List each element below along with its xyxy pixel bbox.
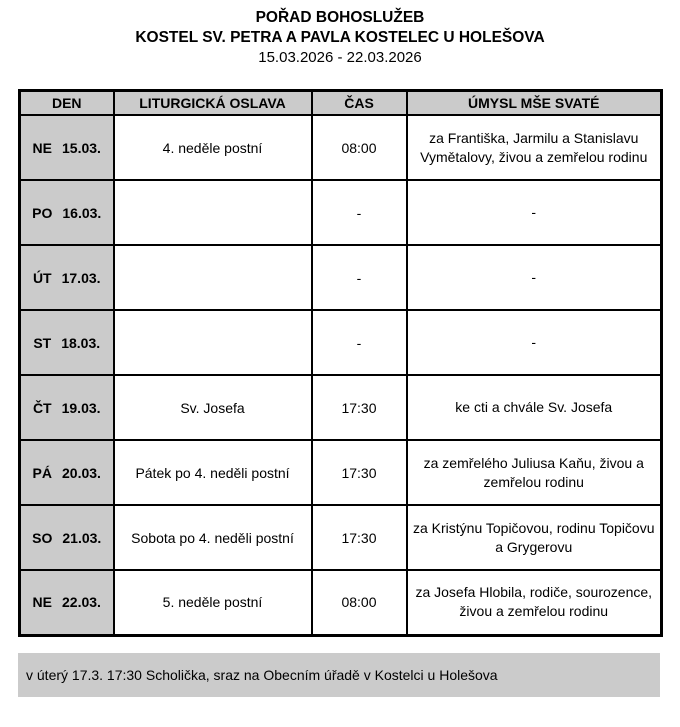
time-cell: 08:00 [310,569,408,636]
intention-cell: - [405,309,663,376]
day-abbreviation: PO [32,204,53,221]
intention-cell: za Františka, Jarmilu a Stanislavu Vymět… [405,114,663,181]
day-date: 17.03. [61,269,101,286]
header-den: DEN [18,89,115,116]
celebration-cell: Sv. Josefa [112,374,313,441]
day-cell: NE 22.03. [18,569,115,636]
table-row: NE 22.03. 5. neděle postní 08:00 za Josef… [18,569,663,636]
day-abbreviation: NE [32,594,52,611]
time-cell: - [310,244,408,311]
day-date: 21.03. [62,529,102,546]
intention-cell: ke cti a chvále Sv. Josefa [405,374,663,441]
celebration-cell: Sobota po 4. neděli postní [112,504,313,571]
day-date: 18.03. [61,334,101,351]
time-cell: 08:00 [310,114,408,181]
day-cell: ST 18.03. [18,309,115,376]
day-abbreviation: NE [32,139,52,156]
date-range: 15.03.2026 - 22.03.2026 [258,49,422,66]
day-abbreviation: ST [33,334,52,351]
day-cell: ČT 19.03. [18,374,115,441]
celebration-cell: Pátek po 4. neděli postní [112,439,313,506]
celebration-cell: 5. neděle postní [112,569,313,636]
mass-schedule-table: DEN LITURGICKÁ OSLAVA ČAS ÚMYSL MŠE SVAT… [18,89,663,637]
time-cell: 17:30 [310,504,408,571]
footer-note-bar: v úterý 17.3. 17:30 Scholička, sraz na O… [18,652,660,697]
celebration-cell [112,309,313,376]
intention-cell: za Josefa Hlobila, rodiče, sourozence, ž… [405,569,663,636]
day-date: 15.03. [62,139,101,156]
table-row: SO 21.03. Sobota po 4. neděli postní 17:3… [18,504,663,571]
day-abbreviation: PÁ [32,464,52,481]
time-cell: 17:30 [310,374,408,441]
intention-cell: za zemřelého Juliusa Kaňu, živou a zemře… [405,439,663,506]
day-abbreviation: SO [32,529,53,546]
time-cell: - [310,179,408,246]
document-header: POŘAD BOHOSLUŽEB KOSTEL SV. PETRA A PAVL… [0,0,680,68]
day-date: 20.03. [62,464,101,481]
day-date: 19.03. [61,399,101,416]
time-cell: - [310,309,408,376]
day-date: 22.03. [62,594,101,611]
table-row: NE 15.03. 4. neděle postní 08:00 za Frant… [18,114,663,181]
schedule-body: NE 15.03. 4. neděle postní 08:00 za Frant… [18,114,663,636]
day-abbreviation: ČT [32,399,52,416]
church-name: KOSTEL SV. PETRA A PAVLA KOSTELEC U HOLE… [135,29,545,46]
celebration-cell: 4. neděle postní [112,114,313,181]
footer-note-text: v úterý 17.3. 17:30 Scholička, sraz na O… [26,666,498,683]
table-header-row: DEN LITURGICKÁ OSLAVA ČAS ÚMYSL MŠE SVAT… [18,89,663,116]
day-cell: PO 16.03. [18,179,115,246]
day-cell: NE 15.03. [18,114,115,181]
header-liturgicka-oslava: LITURGICKÁ OSLAVA [112,89,313,116]
header-umysl-mse-svate: ÚMYSL MŠE SVATÉ [405,89,663,116]
header-cas: ČAS [310,89,408,116]
celebration-cell [112,179,313,246]
intention-cell: za Kristýnu Topičovou, rodinu Topičovu a… [405,504,663,571]
time-cell: 17:30 [310,439,408,506]
document-title: POŘAD BOHOSLUŽEB [255,9,425,26]
day-abbreviation: ÚT [32,269,52,286]
day-date: 16.03. [62,204,102,221]
celebration-cell [112,244,313,311]
table-row: PÁ 20.03. Pátek po 4. neděli postní 17:30… [18,439,663,506]
intention-cell: - [405,179,663,246]
table-row: ST 18.03. - - [18,309,663,376]
day-cell: SO 21.03. [18,504,115,571]
day-cell: ÚT 17.03. [18,244,115,311]
table-row: PO 16.03. - - [18,179,663,246]
table-row: ÚT 17.03. - - [18,244,663,311]
table-row: ČT 19.03. Sv. Josefa 17:30 ke cti a chvál… [18,374,663,441]
day-cell: PÁ 20.03. [18,439,115,506]
intention-cell: - [405,244,663,311]
